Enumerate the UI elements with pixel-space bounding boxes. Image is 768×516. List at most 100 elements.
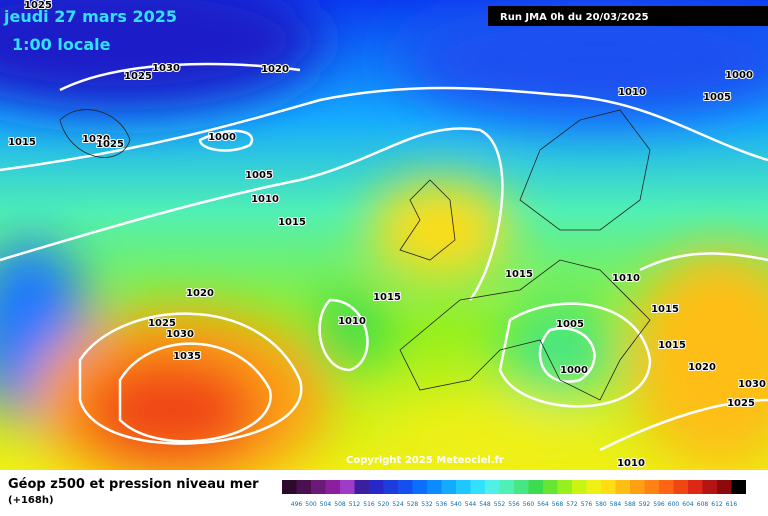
scale-swatch [601,480,616,494]
isobar-label: 1000 [725,70,753,81]
scale-swatch [427,480,442,494]
scale-swatch [354,480,369,494]
scale-swatch [514,480,529,494]
isobar-label: 1030 [166,329,194,340]
scale-swatch [630,480,645,494]
scale-swatch [383,480,398,494]
isobar-label: 1015 [505,269,533,280]
isobar-label: 1010 [612,273,640,284]
isobar-label: 1000 [560,365,588,376]
scale-swatch [717,480,732,494]
scale-label: 568 [552,501,564,508]
scale-swatch [398,480,413,494]
time: 1:00 locale [12,35,111,54]
scale-label: 516 [363,501,375,508]
isobar-label: 1015 [658,340,686,351]
scale-swatch [615,480,630,494]
scale-swatch [311,480,326,494]
map [0,0,768,490]
scale-swatch [673,480,688,494]
isobar-label: 1015 [373,292,401,303]
scale-label: 596 [653,501,665,508]
scale-label: 500 [305,501,317,508]
scale-label: 528 [407,501,419,508]
scale-label: 520 [378,501,390,508]
scale-label: 616 [726,501,738,508]
scale-label: 524 [392,501,404,508]
scale-label: 512 [349,501,361,508]
isobar-label: 1030 [738,379,766,390]
scale-swatch [572,480,587,494]
isobar-label: 1025 [96,139,124,150]
scale-label: 564 [537,501,549,508]
isobar-label: 1010 [618,87,646,98]
scale-label: 560 [523,501,535,508]
isobar-label: 1010 [251,194,279,205]
scale-label: 604 [682,501,694,508]
scale-label: 532 [421,501,433,508]
run-label: Run JMA 0h du 20/03/2025 [500,12,649,23]
scale-swatch [644,480,659,494]
scale-label: 580 [595,501,607,508]
isobar-label: 1035 [173,351,201,362]
color-scale: 496 500 504 508 512 516 520 524 528 532 536 540 544 5… [282,480,746,508]
isobar-label: 1005 [245,170,273,181]
isobar-label: 1025 [124,71,152,82]
scale-swatch [470,480,485,494]
scale-label: 552 [494,501,506,508]
scale-swatch [282,480,297,494]
isobar-label: 1015 [651,304,679,315]
scale-swatch [369,480,384,494]
scale-swatch [412,480,427,494]
scale-label: 576 [581,501,593,508]
scale-swatch [499,480,514,494]
isobar-label: 1000 [208,132,236,143]
scale-swatch [456,480,471,494]
isobar-label: 1025 [24,0,52,11]
isobar-label: 1025 [148,318,176,329]
scale-swatch [340,480,355,494]
scale-label: 600 [668,501,680,508]
scale-label: 536 [436,501,448,508]
isobar-label: 1025 [727,398,755,409]
scale-label: 508 [334,501,346,508]
scale-swatch [441,480,456,494]
scale-label: 504 [320,501,332,508]
scale-swatch [688,480,703,494]
isobar-label: 1020 [261,64,289,75]
isobar-labels: 1025 1025 1030 1020 1015 1020 1025 1000 … [7,0,767,470]
scale-label: 496 [291,501,303,508]
scale-swatch [485,480,500,494]
footer-subtitle: (+168h) [8,495,54,506]
footer-title: Géop z500 et pression niveau mer [8,477,259,492]
run-box [488,6,768,26]
date: jeudi 27 mars 2025 [3,7,177,26]
isobar-label: 1020 [186,288,214,299]
isobar-label: 1030 [152,63,180,74]
scale-swatch [659,480,674,494]
scale-swatch [731,480,746,494]
scale-label: 544 [465,501,477,508]
scale-label: 540 [450,501,462,508]
isobar-label: 1010 [617,458,645,469]
scale-swatch [296,480,311,494]
scale-label: 572 [566,501,578,508]
isobar-label: 1015 [8,137,36,148]
isobar-label: 1010 [338,316,366,327]
scale-swatch [557,480,572,494]
scale-label: 588 [624,501,636,508]
scale-swatch [528,480,543,494]
scale-swatch [702,480,717,494]
isobar-label: 1020 [688,362,716,373]
isobar-label: 1020 [82,134,110,145]
scale-label: 584 [610,501,622,508]
scale-label: 612 [711,501,723,508]
isobar-label: 1005 [556,319,584,330]
isobar-label: 1005 [703,92,731,103]
scale-label: 548 [479,501,491,508]
scale-swatch [543,480,558,494]
scale-label: 608 [697,501,709,508]
scale-swatch [586,480,601,494]
copyright: Copyright 2025 Meteociel.fr [346,455,504,466]
